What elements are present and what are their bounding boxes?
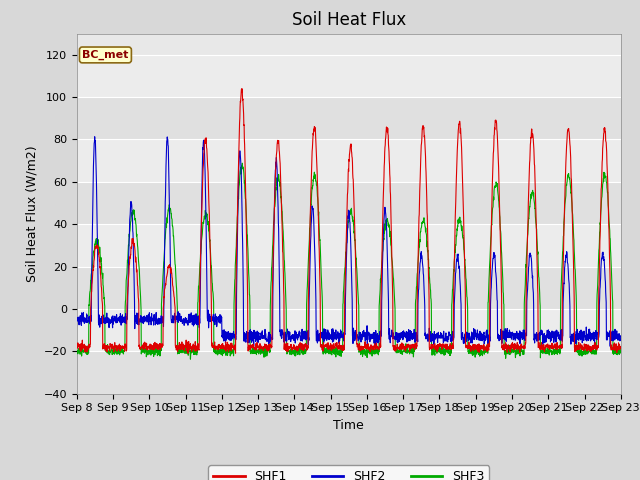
- Bar: [77, 97, 621, 140]
- Text: BC_met: BC_met: [82, 50, 129, 60]
- SHF2: [225, 331, 232, 336]
- SHF1: [238, 86, 246, 92]
- SHF1: [225, 347, 232, 352]
- Line: SHF3: SHF3: [77, 163, 621, 359]
- Bar: [77, 224, 621, 266]
- SHF1: [570, 248, 577, 254]
- SHF1: [73, 345, 81, 350]
- SHF1: [508, 346, 515, 352]
- SHF3: [365, 350, 372, 356]
- Y-axis label: Soil Heat Flux (W/m2): Soil Heat Flux (W/m2): [25, 145, 38, 282]
- Bar: [77, 182, 621, 224]
- Line: SHF1: SHF1: [77, 89, 621, 353]
- SHF2: [570, 338, 577, 344]
- Line: SHF2: SHF2: [77, 137, 621, 347]
- Bar: [77, 266, 621, 309]
- SHF3: [239, 160, 246, 166]
- SHF2: [91, 134, 99, 140]
- SHF3: [508, 345, 515, 351]
- SHF2: [584, 331, 592, 336]
- SHF3: [225, 349, 232, 355]
- SHF3: [377, 279, 385, 285]
- SHF1: [377, 344, 385, 350]
- Bar: [77, 140, 621, 182]
- Legend: SHF1, SHF2, SHF3: SHF1, SHF2, SHF3: [209, 465, 489, 480]
- Title: Soil Heat Flux: Soil Heat Flux: [292, 11, 406, 29]
- SHF3: [187, 356, 195, 362]
- SHF2: [377, 328, 385, 334]
- SHF1: [184, 350, 192, 356]
- Bar: [77, 351, 621, 394]
- SHF3: [73, 350, 81, 356]
- SHF1: [584, 346, 592, 352]
- Bar: [77, 309, 621, 351]
- SHF1: [617, 345, 625, 350]
- SHF2: [508, 332, 515, 338]
- SHF2: [265, 344, 273, 349]
- Bar: [77, 55, 621, 97]
- X-axis label: Time: Time: [333, 419, 364, 432]
- SHF3: [570, 225, 577, 230]
- SHF2: [617, 333, 625, 338]
- SHF2: [73, 316, 81, 322]
- SHF1: [365, 346, 372, 352]
- SHF2: [365, 332, 372, 337]
- SHF3: [584, 349, 592, 355]
- SHF3: [617, 349, 625, 355]
